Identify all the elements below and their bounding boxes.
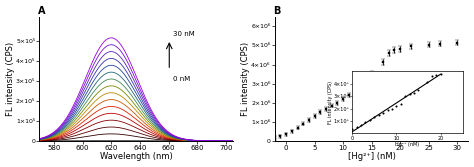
Text: B: B bbox=[273, 6, 280, 16]
X-axis label: [Hg²⁺] (nM): [Hg²⁺] (nM) bbox=[347, 152, 395, 161]
Text: A: A bbox=[37, 6, 45, 16]
Text: 30 nM: 30 nM bbox=[173, 31, 195, 37]
Y-axis label: FL intensity (CPS): FL intensity (CPS) bbox=[6, 42, 15, 116]
Y-axis label: FL intensity (CPS): FL intensity (CPS) bbox=[241, 42, 250, 116]
X-axis label: Wavelength (nm): Wavelength (nm) bbox=[100, 152, 173, 161]
Text: 0 nM: 0 nM bbox=[173, 76, 191, 82]
